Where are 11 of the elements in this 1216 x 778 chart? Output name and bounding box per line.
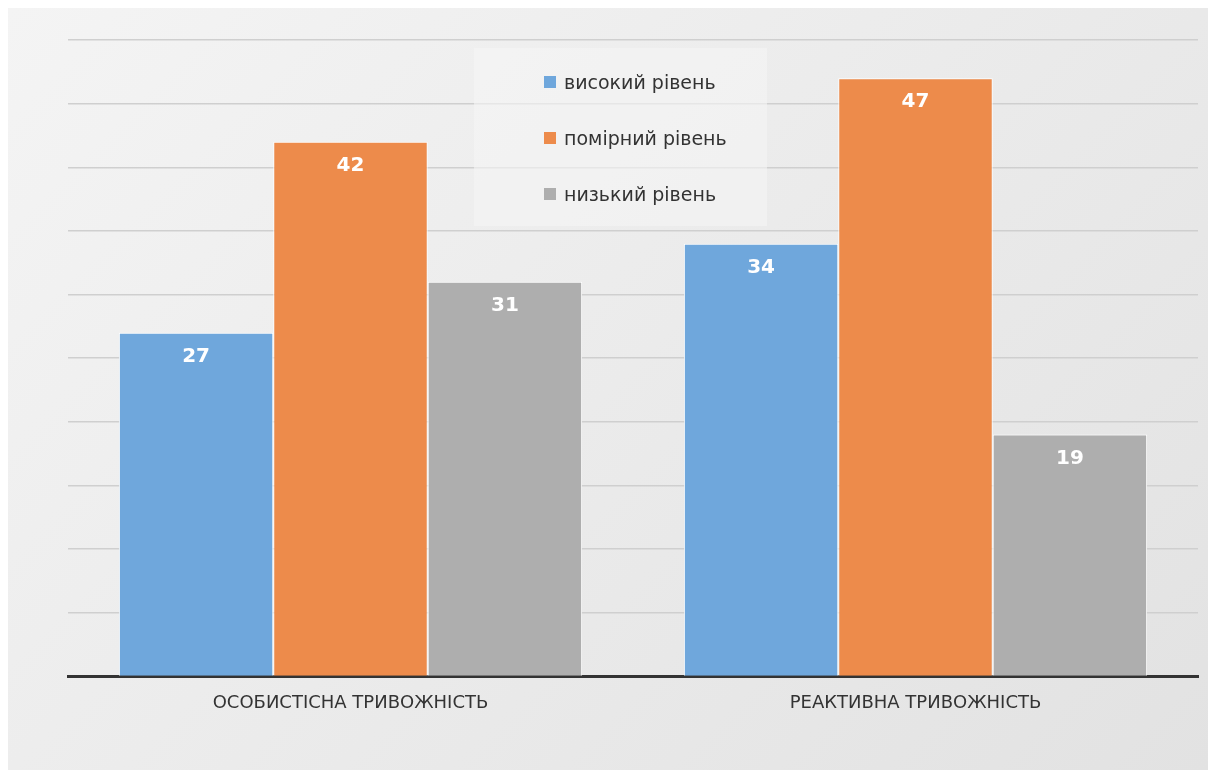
data-label: 19 xyxy=(1056,444,1084,469)
data-label: 27 xyxy=(182,342,210,367)
x-tick-label: РЕАКТИВНА ТРИВОЖНІСТЬ xyxy=(789,690,1042,712)
data-label: 42 xyxy=(336,152,365,177)
x-tick-label: ОСОБИСТІСНА ТРИВОЖНІСТЬ xyxy=(212,690,489,712)
data-label: 31 xyxy=(491,292,519,317)
legend-label: високий рівень xyxy=(564,71,716,93)
data-label: 34 xyxy=(747,253,775,278)
legend-label: низький рівень xyxy=(564,183,717,205)
data-label: 47 xyxy=(901,88,930,113)
legend-label: помірний рівень xyxy=(564,127,727,149)
